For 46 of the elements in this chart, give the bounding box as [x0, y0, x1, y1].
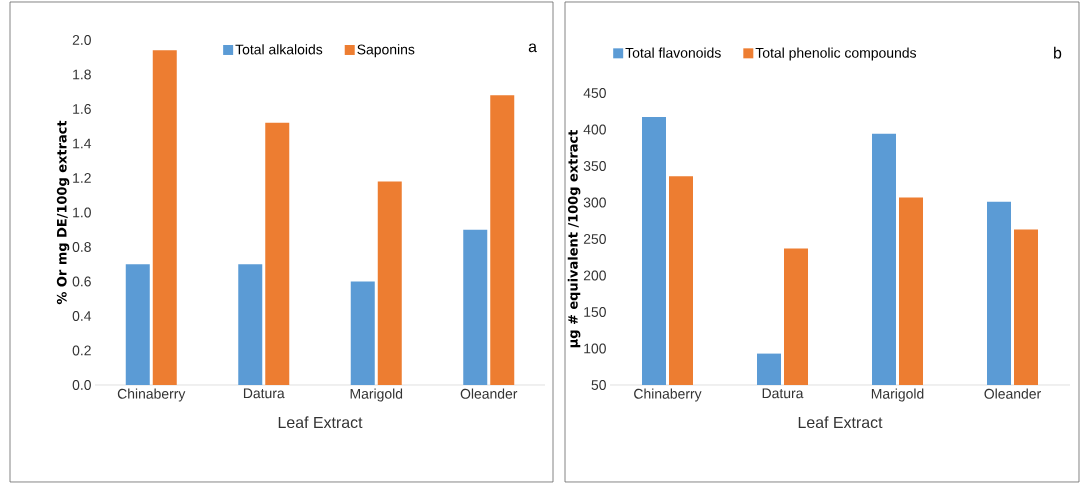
x-tick-label: Marigold [350, 388, 403, 402]
bar [152, 50, 177, 385]
bar [350, 281, 375, 385]
legend-label: Total phenolic compounds [755, 47, 917, 61]
y-tick-label: 200 [583, 270, 606, 281]
y-tick-label: 1.6 [73, 104, 91, 114]
y-tick-label: 0.4 [72, 311, 92, 321]
bar [265, 122, 290, 385]
y-tick-label: 0.0 [72, 380, 91, 390]
y-tick-label: 2.0 [72, 35, 91, 45]
bar [463, 229, 488, 385]
y-tick-label: 450 [583, 88, 606, 98]
bar [238, 264, 263, 385]
x-tick-label: Chinaberry [634, 388, 702, 402]
x-tick-label: Chinaberry [117, 388, 186, 402]
y-tick-label: 50 [591, 380, 606, 390]
bar [125, 264, 150, 385]
y-axis-title: µg # equivalent /100g extract [567, 129, 581, 348]
x-tick-label: Datura [762, 388, 804, 399]
y-tick-label: 1.4 [73, 138, 92, 149]
text: b [1054, 46, 1062, 59]
y-tick-label: 1.0 [73, 207, 91, 218]
bar [490, 95, 515, 385]
legend-label: Total flavonoids [625, 47, 721, 58]
legend-label: Saponins [357, 44, 415, 58]
y-tick-label: 0.8 [72, 242, 91, 252]
y-axis-title: % Or mg DE/100g extract [56, 120, 70, 305]
x-axis-title: Leaf Extract [278, 416, 363, 429]
y-tick-label: 0.6 [72, 276, 91, 287]
y-tick-label: 250 [583, 234, 606, 244]
x-tick-label: Oleander [984, 388, 1041, 399]
bar [377, 181, 402, 385]
x-tick-label: Datura [243, 388, 285, 399]
y-tick-label: 1.2 [73, 173, 91, 183]
x-tick-label: Oleander [460, 388, 518, 399]
y-tick-label: 0.2 [72, 345, 91, 356]
annotation: a [528, 43, 537, 53]
y-tick-label: 1.8 [73, 69, 91, 80]
x-tick-label: Marigold [871, 388, 924, 402]
y-tick-label: 350 [583, 161, 606, 171]
y-tick-label: 300 [583, 197, 606, 208]
y-tick-label: 400 [583, 124, 606, 135]
legend-label: Total alkaloids [235, 44, 323, 55]
y-tick-label: 100 [584, 343, 606, 354]
x-axis-title: Leaf Extract [798, 416, 883, 429]
y-tick-label: 150 [584, 307, 606, 317]
